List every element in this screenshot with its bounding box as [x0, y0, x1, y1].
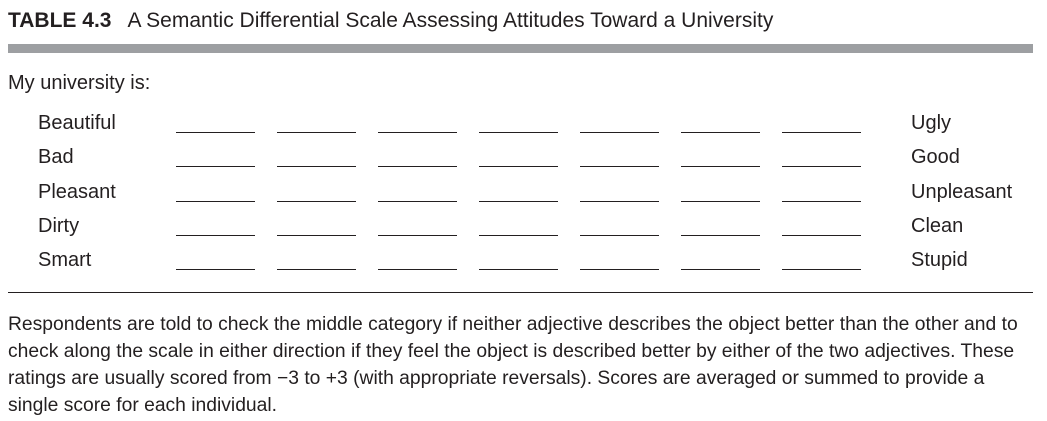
- rating-blank[interactable]: [479, 200, 558, 202]
- rating-blank[interactable]: [782, 234, 861, 236]
- rating-blank[interactable]: [580, 166, 659, 168]
- table-title: A Semantic Differential Scale Assessing …: [127, 9, 774, 32]
- rating-blank[interactable]: [176, 132, 255, 133]
- rating-blank[interactable]: [681, 234, 760, 236]
- rating-blank[interactable]: [176, 166, 255, 168]
- rating-blank[interactable]: [277, 269, 356, 271]
- rating-blank[interactable]: [176, 234, 255, 236]
- top-rule: [8, 44, 1033, 53]
- scale-row: Smart Stupid: [38, 249, 1033, 283]
- rating-blank[interactable]: [782, 132, 861, 133]
- right-adjective: Clean: [911, 214, 964, 237]
- rating-blank[interactable]: [479, 132, 558, 133]
- scale-row: Bad Good: [38, 146, 1033, 180]
- scale-prompt: My university is:: [8, 72, 151, 94]
- scale-row: Beautiful Ugly: [38, 112, 1033, 146]
- left-adjective: Smart: [38, 249, 92, 272]
- rating-blank[interactable]: [681, 269, 760, 271]
- left-adjective: Dirty: [38, 214, 80, 237]
- rating-blank[interactable]: [580, 132, 659, 133]
- table-note: Respondents are told to check the middle…: [8, 314, 1018, 416]
- rating-blank[interactable]: [479, 269, 558, 271]
- table-number: TABLE 4.3: [8, 9, 112, 32]
- scale-row: Pleasant Unpleasant: [38, 181, 1033, 215]
- right-adjective: Ugly: [911, 112, 952, 134]
- left-adjective: Pleasant: [38, 180, 116, 203]
- rating-blank[interactable]: [176, 200, 255, 202]
- rating-blank[interactable]: [681, 132, 760, 133]
- scale-row: Dirty Clean: [38, 215, 1033, 249]
- rating-blank[interactable]: [479, 234, 558, 236]
- rating-blank[interactable]: [782, 200, 861, 202]
- rating-blank[interactable]: [580, 269, 659, 271]
- rating-blank[interactable]: [378, 166, 457, 168]
- rating-blank[interactable]: [580, 200, 659, 202]
- rating-blank[interactable]: [277, 132, 356, 133]
- rating-blank[interactable]: [378, 269, 457, 271]
- left-adjective: Beautiful: [38, 112, 116, 134]
- rating-blank[interactable]: [782, 166, 861, 168]
- rating-blank[interactable]: [681, 166, 760, 168]
- rating-blank[interactable]: [176, 269, 255, 271]
- rating-blank[interactable]: [378, 234, 457, 236]
- rating-blank[interactable]: [277, 234, 356, 236]
- right-adjective: Good: [911, 146, 960, 169]
- rating-blank[interactable]: [378, 200, 457, 202]
- table-caption: TABLE 4.3 A Semantic Differential Scale …: [8, 9, 773, 37]
- rating-blank[interactable]: [277, 166, 356, 168]
- rating-blank[interactable]: [378, 132, 457, 133]
- bottom-rule: [8, 292, 1033, 293]
- rating-blank[interactable]: [479, 166, 558, 168]
- rating-blank[interactable]: [782, 269, 861, 271]
- left-adjective: Bad: [38, 146, 74, 169]
- right-adjective: Stupid: [911, 249, 968, 272]
- rating-blank[interactable]: [681, 200, 760, 202]
- right-adjective: Unpleasant: [911, 180, 1013, 203]
- rating-blank[interactable]: [580, 234, 659, 236]
- rating-blank[interactable]: [277, 200, 356, 202]
- semantic-differential-scale: Beautiful Ugly Bad Good Pleasant Unpleasant Di…: [38, 112, 1033, 283]
